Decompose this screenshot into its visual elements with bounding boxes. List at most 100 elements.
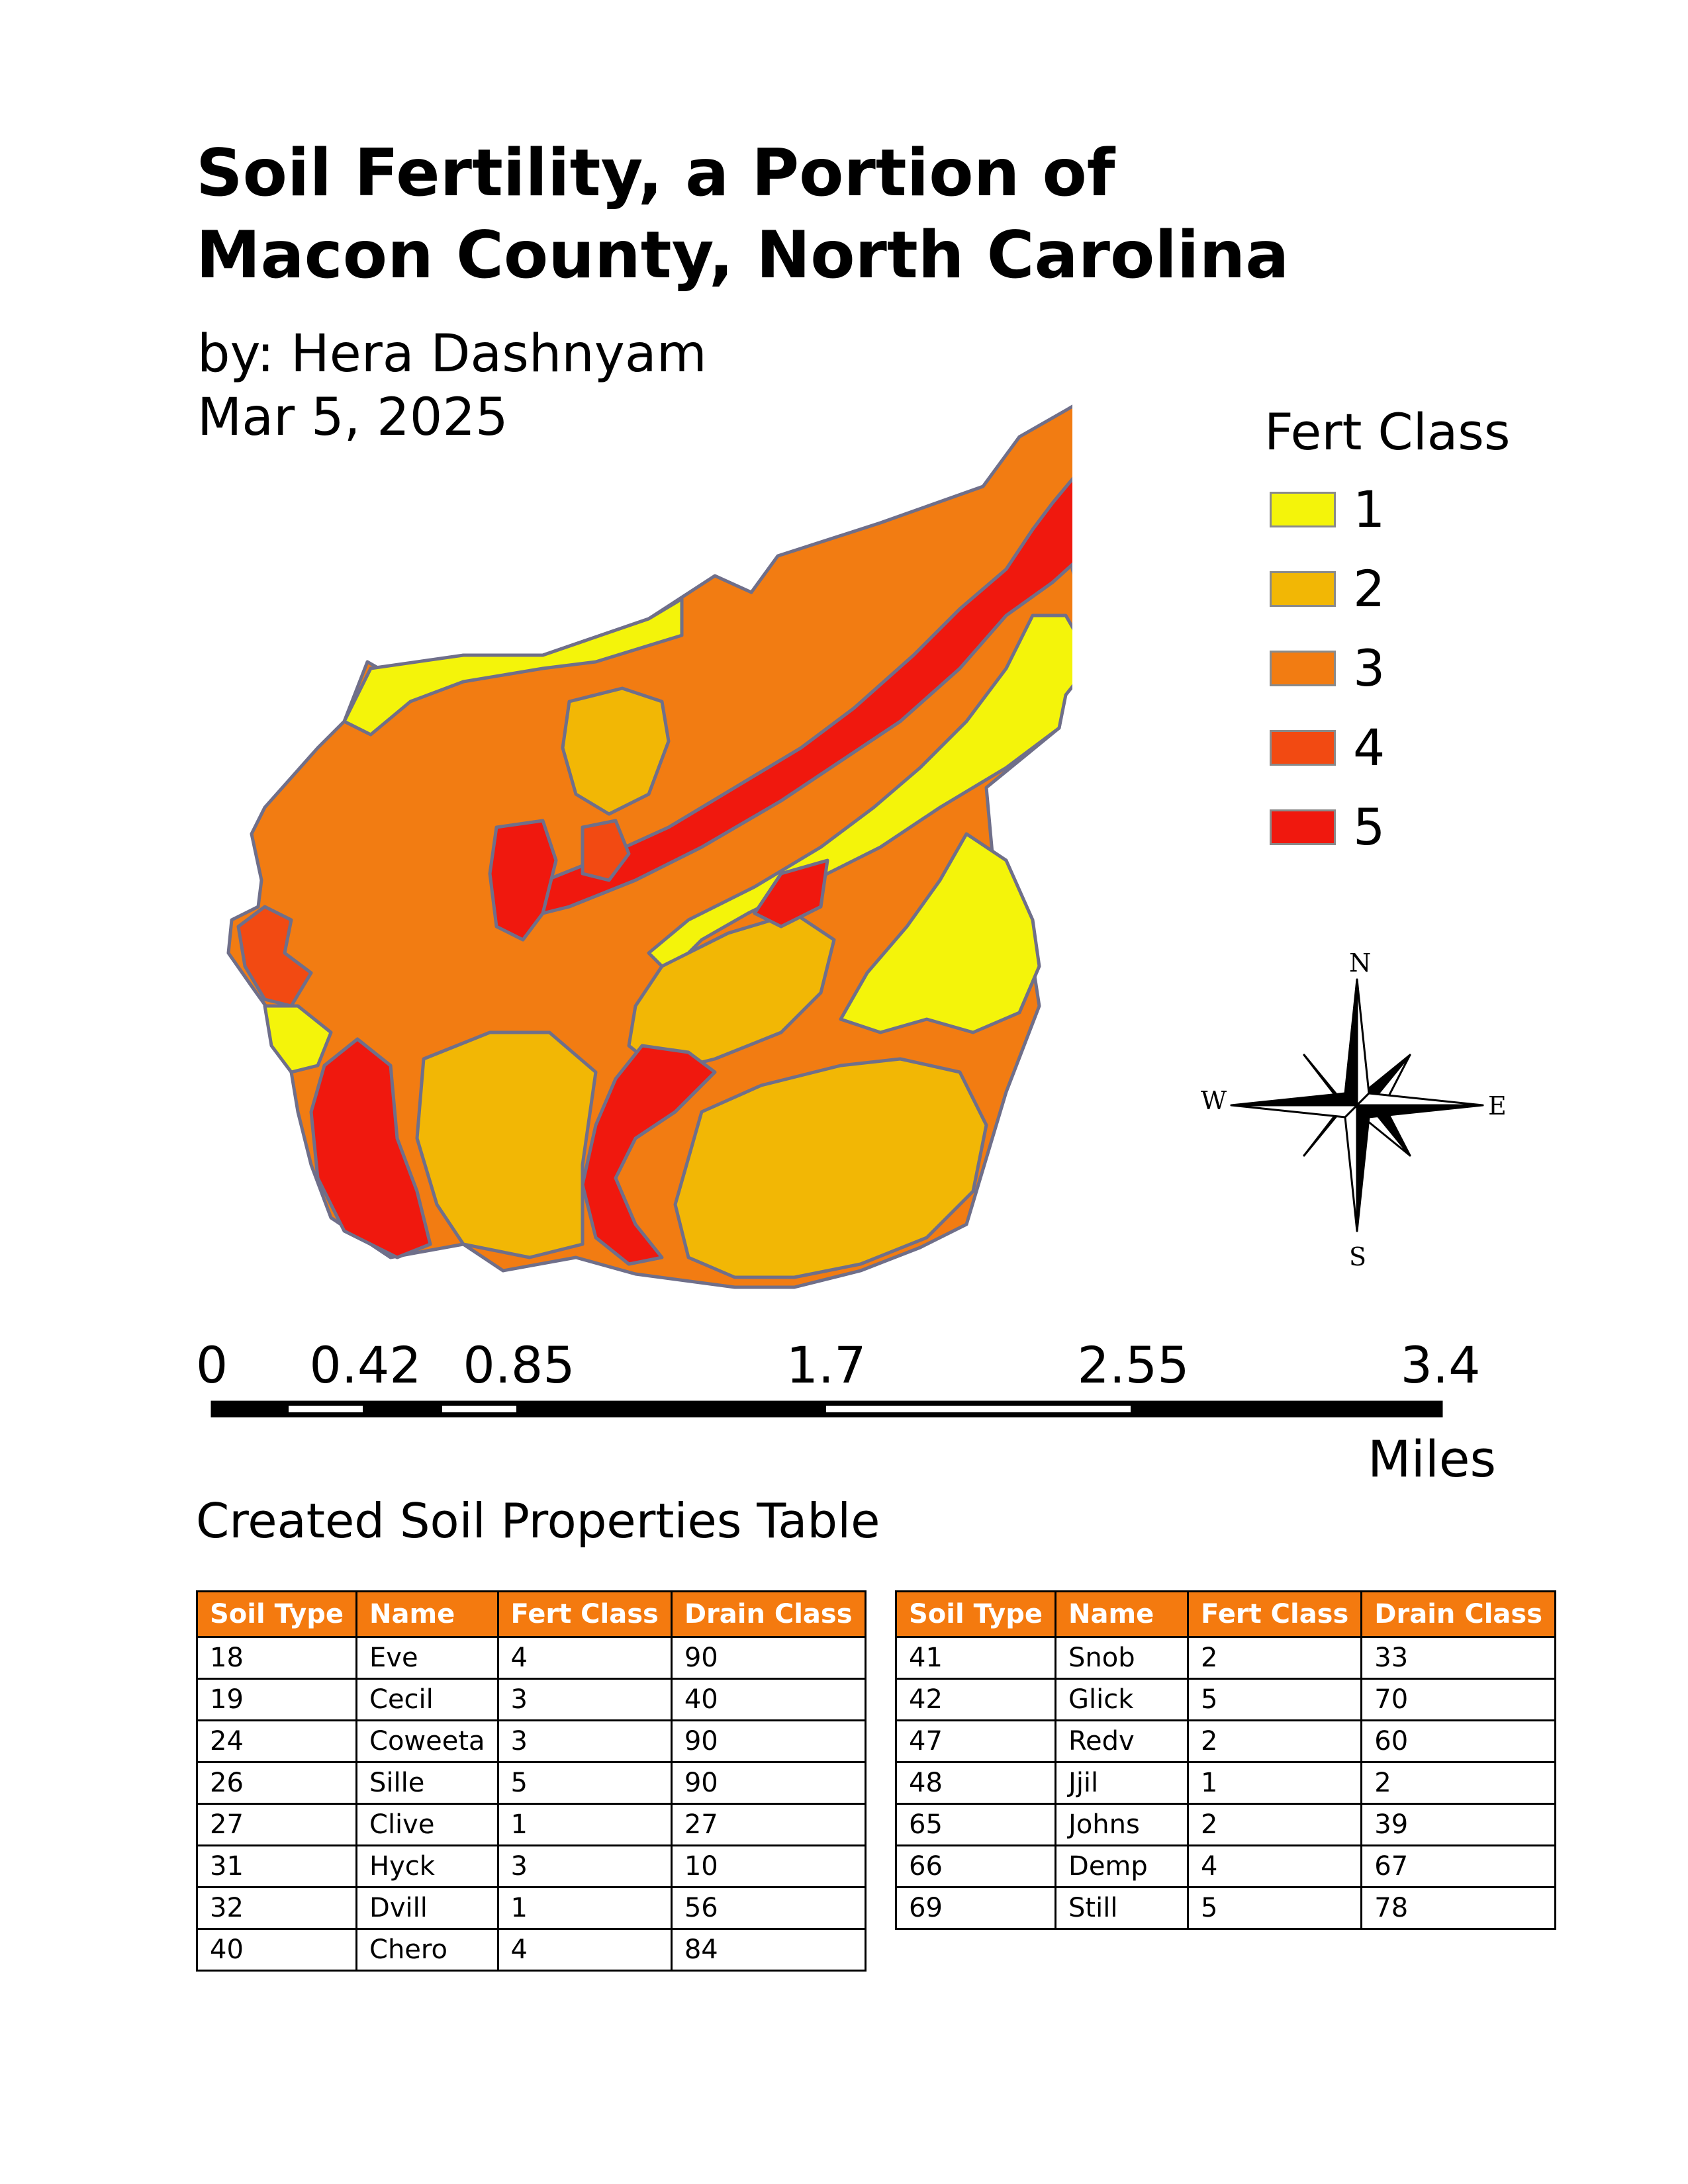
cell-soil-type: 26 [195, 1761, 358, 1805]
cell-name: Jjil [1055, 1761, 1190, 1805]
map-polygon-class-1-east [647, 614, 1072, 975]
cell-soil-type: 19 [195, 1678, 358, 1721]
cell-fert-class: 3 [496, 1719, 673, 1763]
cell-soil-type: 40 [195, 1928, 358, 1972]
cell-fert-class: 5 [1187, 1678, 1363, 1721]
cell-drain-class: 10 [670, 1844, 867, 1888]
cell-soil-type: 65 [894, 1803, 1057, 1846]
legend-label-5: 5 [1353, 797, 1385, 856]
header-drain-class: Drain Class [670, 1590, 867, 1638]
legend-label-2: 2 [1353, 559, 1385, 618]
cell-soil-type: 18 [195, 1636, 358, 1680]
cell-drain-class: 56 [670, 1886, 867, 1930]
compass-n-label: N [1349, 948, 1371, 978]
cell-drain-class: 90 [670, 1719, 867, 1763]
cell-drain-class: 2 [1360, 1761, 1557, 1805]
author-label: by: Hera Dashnyam [197, 324, 707, 384]
header-soil-type: Soil Type [894, 1590, 1057, 1638]
cell-drain-class: 39 [1360, 1803, 1557, 1846]
cell-drain-class: 84 [670, 1928, 867, 1972]
map-title: Soil Fertility, a Portion of Macon Count… [196, 132, 1289, 296]
cell-drain-class: 27 [670, 1803, 867, 1846]
table-row: 31 Hyck 3 10 [195, 1844, 867, 1888]
cell-name: Redv [1055, 1719, 1190, 1763]
cell-soil-type: 41 [894, 1636, 1057, 1680]
compass-w-label: W [1201, 1086, 1227, 1115]
cell-soil-type: 31 [195, 1844, 358, 1888]
cell-name: Snob [1055, 1636, 1190, 1680]
table-header-row: Soil Type Name Fert Class Drain Class [894, 1590, 1557, 1638]
cell-soil-type: 47 [894, 1719, 1057, 1763]
header-name: Name [1055, 1590, 1190, 1638]
soil-table-right: Soil Type Name Fert Class Drain Class 41… [894, 1590, 1557, 1930]
legend-item-4: 4 [1270, 723, 1385, 773]
cell-fert-class: 2 [1187, 1636, 1363, 1680]
cell-fert-class: 1 [496, 1886, 673, 1930]
table-header-row: Soil Type Name Fert Class Drain Class [195, 1590, 867, 1638]
scale-label-4: 2.55 [1077, 1336, 1190, 1394]
cell-fert-class: 1 [496, 1803, 673, 1846]
cell-name: Dvill [355, 1886, 499, 1930]
scale-label-1: 0.42 [309, 1336, 422, 1394]
legend-item-5: 5 [1270, 797, 1385, 856]
cell-fert-class: 1 [1187, 1761, 1363, 1805]
map-polygon-class-4-west [236, 905, 313, 1008]
legend-swatch-1 [1270, 492, 1336, 527]
table-row: 19 Cecil 3 40 [195, 1678, 867, 1721]
cell-name: Still [1055, 1886, 1190, 1930]
cell-soil-type: 32 [195, 1886, 358, 1930]
table-row: 42 Glick 5 70 [894, 1678, 1557, 1721]
cell-name: Chero [355, 1928, 499, 1972]
cell-drain-class: 78 [1360, 1886, 1557, 1930]
cell-drain-class: 70 [1360, 1678, 1557, 1721]
table-heading: Created Soil Properties Table [196, 1493, 880, 1549]
cell-name: Cecil [355, 1678, 499, 1721]
scale-label-2: 0.85 [463, 1336, 575, 1394]
soil-fertility-map [226, 404, 1072, 1289]
legend-swatch-4 [1270, 730, 1336, 766]
legend-swatch-2 [1270, 571, 1336, 607]
legend-item-3: 3 [1270, 639, 1385, 698]
table-row: 48 Jjil 1 2 [894, 1761, 1557, 1805]
header-drain-class: Drain Class [1360, 1590, 1557, 1638]
cell-drain-class: 67 [1360, 1844, 1557, 1888]
table-row: 24 Coweeta 3 90 [195, 1719, 867, 1763]
header-fert-class: Fert Class [496, 1590, 673, 1638]
scale-label-3: 1.7 [786, 1336, 867, 1394]
map-polygon-class-4-north [581, 819, 631, 882]
cell-name: Sille [355, 1761, 499, 1805]
table-row: 27 Clive 1 27 [195, 1803, 867, 1846]
map-polygon-class-2-south [415, 1030, 598, 1259]
cell-soil-type: 27 [195, 1803, 358, 1846]
cell-fert-class: 4 [496, 1636, 673, 1680]
cell-fert-class: 3 [496, 1678, 673, 1721]
cell-soil-type: 24 [195, 1719, 358, 1763]
cell-name: Clive [355, 1803, 499, 1846]
cell-name: Hyck [355, 1844, 499, 1888]
cell-soil-type: 48 [894, 1761, 1057, 1805]
header-fert-class: Fert Class [1187, 1590, 1363, 1638]
legend-label-3: 3 [1353, 639, 1385, 698]
legend-item-2: 2 [1270, 559, 1385, 618]
table-row: 47 Redv 2 60 [894, 1719, 1557, 1763]
cell-drain-class: 40 [670, 1678, 867, 1721]
soil-table-left: Soil Type Name Fert Class Drain Class 18… [195, 1590, 867, 1972]
compass-s-label: S [1349, 1242, 1366, 1271]
cell-drain-class: 33 [1360, 1636, 1557, 1680]
cell-name: Demp [1055, 1844, 1190, 1888]
cell-soil-type: 42 [894, 1678, 1057, 1721]
table-row: 69 Still 5 78 [894, 1886, 1557, 1930]
cell-drain-class: 90 [670, 1761, 867, 1805]
cell-soil-type: 66 [894, 1844, 1057, 1888]
cell-fert-class: 4 [1187, 1844, 1363, 1888]
cell-fert-class: 2 [1187, 1719, 1363, 1763]
scale-bar [211, 1400, 1443, 1418]
header-name: Name [355, 1590, 499, 1638]
compass-rose-icon: N S E W [1201, 948, 1507, 1271]
legend-item-1: 1 [1270, 484, 1385, 535]
compass-e-label: E [1488, 1091, 1507, 1120]
legend-title: Fert Class [1264, 402, 1511, 461]
map-polygon-class-5-center [488, 819, 558, 942]
map-polygon-class-5-southwest [309, 1037, 432, 1259]
cell-drain-class: 90 [670, 1636, 867, 1680]
